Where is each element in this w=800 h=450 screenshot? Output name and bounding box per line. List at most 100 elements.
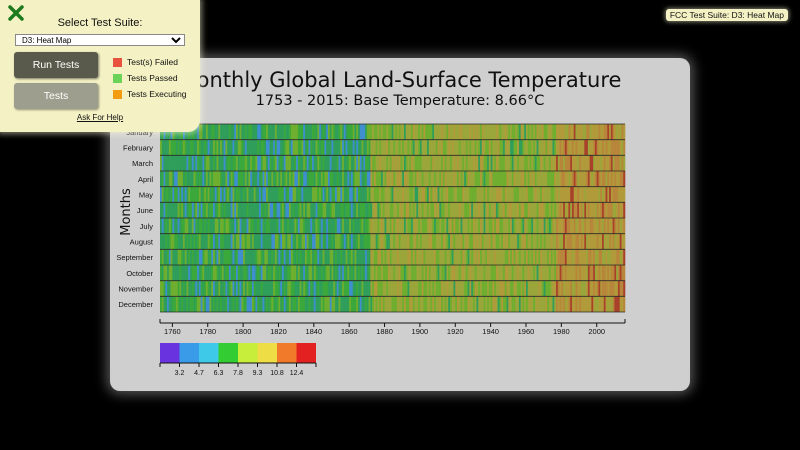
heatmap-cell[interactable]: [425, 218, 428, 234]
heatmap-cell[interactable]: [354, 265, 357, 281]
heatmap-cell[interactable]: [614, 202, 617, 218]
heatmap-cell[interactable]: [483, 233, 486, 250]
heatmap-cell[interactable]: [220, 202, 223, 218]
heatmap-cell[interactable]: [561, 155, 564, 171]
heatmap-cell[interactable]: [283, 233, 286, 250]
heatmap-cell[interactable]: [172, 296, 175, 312]
heatmap-cell[interactable]: [483, 202, 486, 218]
heatmap-cell[interactable]: [617, 139, 620, 156]
heatmap-cell[interactable]: [434, 265, 437, 281]
heatmap-cell[interactable]: [303, 249, 306, 265]
heatmap-cell[interactable]: [471, 218, 474, 234]
heatmap-cell[interactable]: [172, 280, 175, 297]
heatmap-cell[interactable]: [349, 171, 352, 187]
heatmap-cell[interactable]: [356, 296, 359, 312]
heatmap-cell[interactable]: [253, 171, 256, 187]
heatmap-cell[interactable]: [511, 280, 514, 297]
heatmap-cell[interactable]: [375, 218, 378, 234]
heatmap-cell[interactable]: [377, 218, 380, 234]
heatmap-cell[interactable]: [425, 155, 428, 171]
heatmap-cell[interactable]: [168, 218, 171, 234]
heatmap-cell[interactable]: [508, 155, 511, 171]
heatmap-cell[interactable]: [236, 233, 239, 250]
heatmap-cell[interactable]: [161, 139, 164, 156]
heatmap-cell[interactable]: [527, 249, 530, 265]
heatmap-cell[interactable]: [547, 124, 550, 140]
heatmap-cell[interactable]: [259, 171, 262, 187]
heatmap-cell[interactable]: [398, 280, 401, 297]
heatmap-cell[interactable]: [602, 186, 605, 203]
heatmap-cell[interactable]: [182, 296, 186, 312]
heatmap-cell[interactable]: [480, 296, 483, 312]
heatmap-cell[interactable]: [568, 139, 571, 156]
heatmap-cell[interactable]: [411, 171, 414, 187]
heatmap-cell[interactable]: [442, 249, 445, 265]
heatmap-cell[interactable]: [426, 171, 430, 187]
heatmap-cell[interactable]: [386, 265, 389, 281]
heatmap-cell[interactable]: [593, 249, 596, 265]
heatmap-cell[interactable]: [531, 296, 534, 312]
heatmap-cell[interactable]: [520, 139, 523, 156]
heatmap-cell[interactable]: [381, 249, 384, 265]
heatmap-cell[interactable]: [545, 249, 548, 265]
heatmap-cell[interactable]: [276, 124, 279, 140]
heatmap-cell[interactable]: [495, 155, 498, 171]
heatmap-cell[interactable]: [594, 265, 598, 281]
heatmap-cell[interactable]: [471, 265, 474, 281]
heatmap-cell[interactable]: [179, 280, 182, 297]
heatmap-cell[interactable]: [382, 249, 385, 265]
heatmap-cell[interactable]: [580, 280, 583, 297]
heatmap-cell[interactable]: [319, 296, 322, 312]
heatmap-cell[interactable]: [384, 202, 387, 218]
heatmap-cell[interactable]: [163, 233, 166, 250]
heatmap-cell[interactable]: [525, 186, 529, 203]
heatmap-cell[interactable]: [568, 155, 571, 171]
heatmap-cell[interactable]: [591, 171, 594, 187]
heatmap-cell[interactable]: [253, 280, 256, 297]
heatmap-cell[interactable]: [517, 202, 520, 218]
heatmap-cell[interactable]: [331, 218, 334, 234]
heatmap-cell[interactable]: [619, 233, 622, 250]
heatmap-cell[interactable]: [234, 249, 237, 265]
heatmap-cell[interactable]: [320, 202, 323, 218]
heatmap-cell[interactable]: [234, 265, 237, 281]
heatmap-cell[interactable]: [554, 202, 557, 218]
heatmap-cell[interactable]: [200, 139, 203, 156]
heatmap-cell[interactable]: [310, 296, 313, 312]
heatmap-cell[interactable]: [458, 155, 461, 171]
heatmap-cell[interactable]: [312, 186, 315, 203]
heatmap-cell[interactable]: [564, 171, 567, 187]
heatmap-cell[interactable]: [395, 280, 398, 297]
heatmap-cell[interactable]: [428, 218, 431, 234]
heatmap-cell[interactable]: [508, 202, 511, 218]
heatmap-cell[interactable]: [430, 155, 433, 171]
heatmap-cell[interactable]: [416, 280, 419, 297]
heatmap-cell[interactable]: [165, 265, 168, 281]
heatmap-cell[interactable]: [403, 124, 407, 140]
heatmap-cell[interactable]: [407, 155, 410, 171]
heatmap-cell[interactable]: [426, 124, 430, 140]
heatmap-cell[interactable]: [228, 155, 232, 171]
heatmap-cell[interactable]: [384, 265, 387, 281]
heatmap-cell[interactable]: [534, 265, 537, 281]
heatmap-cell[interactable]: [610, 124, 613, 140]
heatmap-cell[interactable]: [533, 280, 536, 297]
heatmap-cell[interactable]: [290, 124, 293, 140]
heatmap-cell[interactable]: [393, 265, 396, 281]
heatmap-cell[interactable]: [587, 218, 590, 234]
heatmap-cell[interactable]: [216, 280, 219, 297]
heatmap-cell[interactable]: [547, 296, 550, 312]
heatmap-cell[interactable]: [322, 249, 325, 265]
heatmap-cell[interactable]: [202, 186, 205, 203]
heatmap-cell[interactable]: [343, 296, 346, 312]
heatmap-cell[interactable]: [605, 155, 608, 171]
heatmap-cell[interactable]: [274, 139, 277, 156]
heatmap-cell[interactable]: [335, 249, 338, 265]
heatmap-cell[interactable]: [384, 233, 387, 250]
heatmap-cell[interactable]: [345, 186, 348, 203]
heatmap-cell[interactable]: [260, 265, 263, 281]
heatmap-cell[interactable]: [465, 265, 468, 281]
heatmap-cell[interactable]: [412, 218, 415, 234]
heatmap-cell[interactable]: [388, 124, 391, 140]
heatmap-cell[interactable]: [421, 171, 424, 187]
